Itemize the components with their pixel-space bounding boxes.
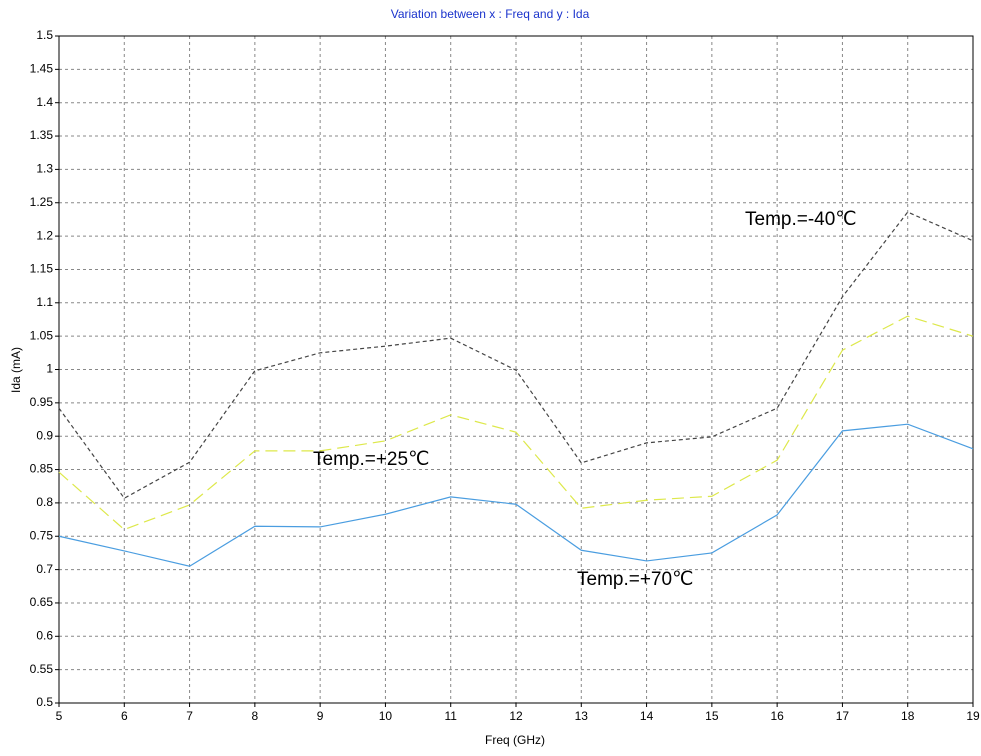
x-tick-label: 16 <box>770 709 784 723</box>
x-tick-label: 17 <box>836 709 850 723</box>
y-tick-label: 0.75 <box>30 528 54 542</box>
data-line <box>58 211 974 500</box>
y-tick-label: 0.6 <box>36 628 53 642</box>
y-tick-label: 1.5 <box>36 28 53 42</box>
data-line <box>58 315 974 531</box>
y-tick-label: 1.05 <box>30 328 54 342</box>
y-tick-label: 0.95 <box>30 395 54 409</box>
y-tick-label: 0.65 <box>30 595 54 609</box>
x-tick-label: 5 <box>56 709 63 723</box>
x-tick-label: 8 <box>252 709 259 723</box>
x-tick-label: 11 <box>444 709 457 723</box>
y-tick-label: 0.5 <box>36 695 53 709</box>
x-tick-label: 13 <box>575 709 589 723</box>
y-tick-label: 0.55 <box>30 662 54 676</box>
chart-title: Variation between x : Freq and y : Ida <box>391 7 590 21</box>
series-annotation: Temp.=+25℃ <box>313 449 429 470</box>
y-tick-label: 1 <box>46 362 53 376</box>
x-tick-label: 9 <box>317 709 324 723</box>
x-tick-label: 10 <box>379 709 393 723</box>
y-tick-label: 1.35 <box>30 128 54 142</box>
y-tick-label: 1.1 <box>36 295 53 309</box>
plot-frame <box>58 35 974 704</box>
y-axis-label: Ida (mA) <box>9 347 23 393</box>
series-annotation: Temp.=+70℃ <box>577 569 693 590</box>
y-tick-label: 1.2 <box>36 228 53 242</box>
y-tick-label: 1.15 <box>30 262 54 276</box>
y-tick-label: 1.4 <box>36 95 53 109</box>
y-tick-label: 0.7 <box>36 562 53 576</box>
y-tick-label: 0.8 <box>36 495 53 509</box>
y-tick-label: 1.25 <box>30 195 54 209</box>
y-tick-label: 1.3 <box>36 162 53 176</box>
x-tick-label: 18 <box>901 709 915 723</box>
x-tick-label: 7 <box>186 709 193 723</box>
x-tick-label: 6 <box>121 709 128 723</box>
x-tick-label: 12 <box>509 709 523 723</box>
x-axis-label: Freq (GHz) <box>485 733 545 747</box>
y-tick-label: 0.9 <box>36 428 53 442</box>
x-tick-label: 14 <box>640 709 654 723</box>
x-tick-label: 15 <box>705 709 719 723</box>
y-tick-label: 0.85 <box>30 462 54 476</box>
x-tick-label: 19 <box>966 709 980 723</box>
data-line <box>58 423 974 567</box>
y-tick-label: 1.45 <box>30 62 54 76</box>
series-annotation: Temp.=-40℃ <box>745 209 857 230</box>
